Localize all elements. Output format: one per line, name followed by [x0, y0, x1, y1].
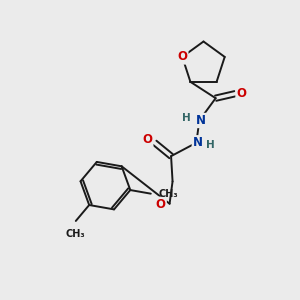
Text: O: O: [236, 87, 247, 100]
Text: O: O: [177, 50, 187, 63]
Text: N: N: [193, 136, 203, 149]
Text: O: O: [156, 198, 166, 211]
Text: CH₃: CH₃: [66, 229, 86, 239]
Text: H: H: [206, 140, 215, 150]
Text: N: N: [196, 114, 206, 127]
Text: CH₃: CH₃: [158, 189, 178, 199]
Text: H: H: [182, 113, 191, 123]
Text: O: O: [142, 133, 152, 146]
